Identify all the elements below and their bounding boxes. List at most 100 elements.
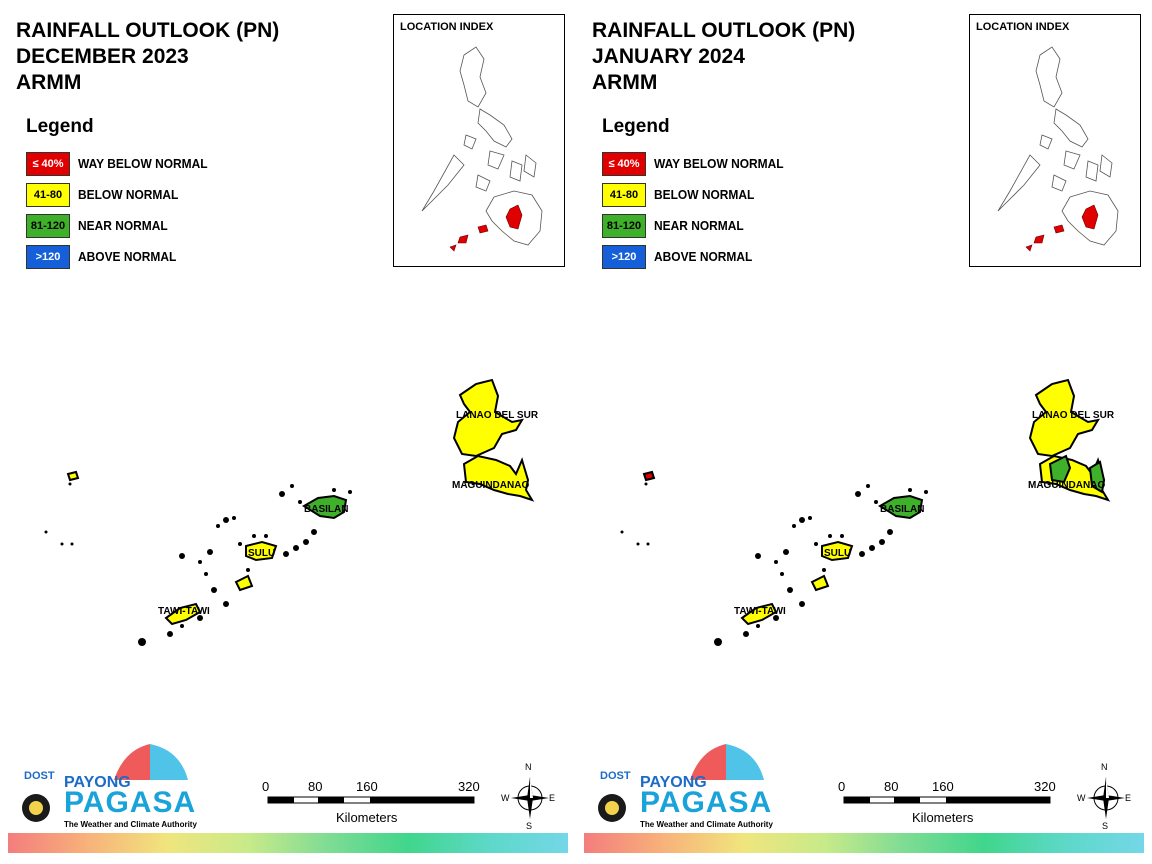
compass-n: N	[1101, 762, 1108, 772]
legend-row-near: 81-120 NEAR NORMAL	[26, 210, 219, 241]
scale-unit: Kilometers	[336, 810, 398, 825]
compass-e: E	[549, 793, 556, 803]
sulu-region	[245, 540, 278, 562]
label-sulu: SULU	[824, 548, 851, 559]
armm-map: LANAO DEL SUR MAGUINDANAO BASILAN SULU T…	[620, 378, 1115, 646]
legend-row-above: >120 ABOVE NORMAL	[602, 241, 795, 272]
logo-tagline: The Weather and Climate Authority	[640, 820, 773, 829]
legend-label: BELOW NORMAL	[78, 187, 179, 202]
sulu-region	[821, 540, 854, 562]
north-small-island	[66, 470, 80, 482]
legend-heading: Legend	[26, 116, 94, 137]
legend-row-below: 41-80 BELOW NORMAL	[602, 179, 795, 210]
pagasa-logo: DOST PAYONG PAGASA The Weather and Clima…	[590, 740, 780, 832]
scale-unit: Kilometers	[912, 810, 974, 825]
scale-bar-graphic	[267, 796, 475, 804]
maguindanao-region	[462, 454, 535, 502]
logo-tagline: The Weather and Climate Authority	[64, 820, 197, 829]
legend-label: WAY BELOW NORMAL	[654, 156, 784, 171]
compass-n: N	[525, 762, 532, 772]
sulu-island	[810, 574, 830, 592]
compass-s: S	[526, 821, 533, 831]
label-tawi-tawi: TAWI-TAWI	[158, 606, 210, 617]
sulu-island	[234, 574, 254, 592]
scale-bar: 0 80 160 320 Kilometers	[258, 777, 488, 829]
scale-tick: 160	[932, 779, 954, 794]
scale-tick: 80	[884, 779, 899, 794]
compass-e: E	[1125, 793, 1132, 803]
outlook-panel-january: RAINFALL OUTLOOK (PN) JANUARY 2024 ARMM …	[576, 0, 1152, 864]
north-small-island	[642, 470, 656, 482]
title-line-1: RAINFALL OUTLOOK (PN)	[592, 19, 856, 42]
legend-row-way-below: ≤ 40% WAY BELOW NORMAL	[602, 148, 795, 179]
panel-title: RAINFALL OUTLOOK (PN) JANUARY 2024 ARMM	[592, 18, 855, 96]
legend-swatch: ≤ 40%	[602, 151, 646, 176]
color-strip	[584, 833, 1144, 853]
label-basilan: BASILAN	[304, 504, 348, 515]
logo-pagasa-text: PAGASA	[64, 786, 197, 819]
title-line-3: ARMM	[16, 71, 82, 94]
umbrella-logo-icon	[22, 744, 188, 822]
compass: N S E W	[1077, 762, 1132, 831]
maguindanao-green-east	[1088, 460, 1106, 494]
scale-bar: 0 80 160 320 Kilometers	[834, 777, 1064, 829]
compass-s: S	[1102, 821, 1109, 831]
philippines-index-map	[421, 46, 543, 252]
tawi-tawi-region	[164, 602, 202, 626]
legend-label: NEAR NORMAL	[654, 218, 744, 233]
scale-tick: 0	[262, 779, 270, 794]
legend-swatch: >120	[26, 244, 70, 269]
title-line-2: DECEMBER 2023	[16, 45, 189, 68]
label-lanao-del-sur: LANAO DEL SUR	[456, 410, 539, 421]
legend-row-below: 41-80 BELOW NORMAL	[26, 179, 219, 210]
philippines-index-map	[997, 46, 1119, 252]
legend-swatch: 41-80	[602, 182, 646, 207]
label-maguindanao: MAGUINDANAO	[452, 480, 529, 491]
basilan-region	[878, 494, 924, 520]
label-tawi-tawi: TAWI-TAWI	[734, 606, 786, 617]
panel-title: RAINFALL OUTLOOK (PN) DECEMBER 2023 ARMM	[16, 18, 279, 96]
location-index-title: LOCATION INDEX	[400, 21, 494, 33]
pagasa-logo: DOST PAYONG PAGASA The Weather and Clima…	[14, 740, 204, 832]
tawi-tawi-region	[740, 602, 778, 626]
umbrella-logo-icon	[598, 744, 764, 822]
legend-swatch: 81-120	[602, 213, 646, 238]
scale-tick: 80	[308, 779, 323, 794]
legend-label: WAY BELOW NORMAL	[78, 156, 208, 171]
legend-swatch: 81-120	[26, 213, 70, 238]
scale-tick: 160	[356, 779, 378, 794]
legend-label: NEAR NORMAL	[78, 218, 168, 233]
compass-w: W	[1077, 793, 1086, 803]
legend-swatch: ≤ 40%	[26, 151, 70, 176]
legend-row-near: 81-120 NEAR NORMAL	[602, 210, 795, 241]
label-sulu: SULU	[248, 548, 275, 559]
logo-dost-text: DOST	[600, 770, 631, 782]
title-line-1: RAINFALL OUTLOOK (PN)	[16, 19, 280, 42]
logo-payong-text: PAYONG	[64, 774, 131, 791]
legend-heading: Legend	[602, 116, 670, 137]
lanao-del-sur-region	[452, 378, 525, 458]
scale-tick: 0	[838, 779, 846, 794]
legend-label: ABOVE NORMAL	[78, 249, 177, 264]
legend-row-above: >120 ABOVE NORMAL	[26, 241, 219, 272]
maguindanao-green-area	[1048, 454, 1072, 484]
legend-swatch: 41-80	[26, 182, 70, 207]
legend: Legend ≤ 40% WAY BELOW NORMAL 41-80 BELO…	[26, 116, 219, 272]
title-line-2: JANUARY 2024	[592, 45, 745, 68]
label-maguindanao: MAGUINDANAO	[1028, 480, 1105, 491]
legend-row-way-below: ≤ 40% WAY BELOW NORMAL	[26, 148, 219, 179]
armm-map: LANAO DEL SUR MAGUINDANAO BASILAN SULU T…	[44, 378, 539, 646]
outlook-panel-december: RAINFALL OUTLOOK (PN) DECEMBER 2023 ARMM…	[8, 14, 568, 853]
lanao-del-sur-region	[1028, 378, 1101, 458]
legend-label: BELOW NORMAL	[654, 187, 755, 202]
compass-w: W	[501, 793, 510, 803]
legend: Legend ≤ 40% WAY BELOW NORMAL 41-80 BELO…	[602, 116, 795, 272]
north-arrow-icon	[1087, 777, 1125, 819]
logo-pagasa-text: PAGASA	[640, 786, 773, 819]
label-basilan: BASILAN	[880, 504, 924, 515]
scale-tick: 320	[1034, 779, 1056, 794]
compass: N S E W	[501, 762, 556, 831]
north-arrow-icon	[511, 777, 549, 819]
label-lanao-del-sur: LANAO DEL SUR	[1032, 410, 1115, 421]
logo-dost-text: DOST	[24, 770, 55, 782]
